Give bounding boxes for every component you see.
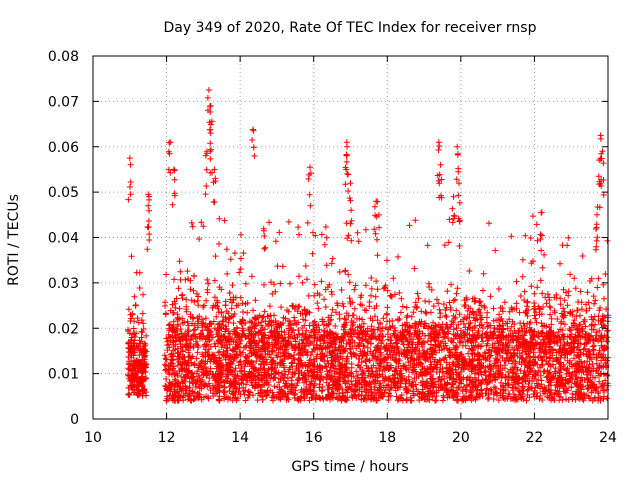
y-tick-label: 0.06 <box>48 140 79 156</box>
x-tick-label: 12 <box>158 430 176 446</box>
x-tick-label: 10 <box>84 430 102 446</box>
x-tick-label: 24 <box>599 430 617 446</box>
y-tick-label: 0.03 <box>48 276 79 292</box>
x-tick-label: 20 <box>452 430 470 446</box>
y-tick-label: 0.02 <box>48 321 79 337</box>
y-tick-label: 0.01 <box>48 367 79 383</box>
y-tick-label: 0 <box>70 412 79 428</box>
chart-title: Day 349 of 2020, Rate Of TEC Index for r… <box>164 20 537 36</box>
grid-lines <box>93 56 608 419</box>
x-axis-ticks: 10 12 14 16 18 20 22 24 <box>84 56 617 446</box>
data-points <box>125 87 611 404</box>
y-tick-label: 0.07 <box>48 94 79 110</box>
y-axis-ticks: 0 0.01 0.02 0.03 0.04 0.05 0.06 0.07 0.08 <box>48 49 608 428</box>
y-tick-label: 0.04 <box>48 231 79 247</box>
x-tick-label: 14 <box>231 430 249 446</box>
scatter-points <box>125 87 611 404</box>
x-tick-label: 18 <box>378 430 396 446</box>
x-tick-label: 16 <box>305 430 323 446</box>
x-axis-label: GPS time / hours <box>291 459 408 475</box>
y-tick-label: 0.05 <box>48 185 79 201</box>
y-tick-label: 0.08 <box>48 49 79 65</box>
y-axis-label: ROTI / TECUs <box>6 194 22 286</box>
x-tick-label: 22 <box>526 430 544 446</box>
